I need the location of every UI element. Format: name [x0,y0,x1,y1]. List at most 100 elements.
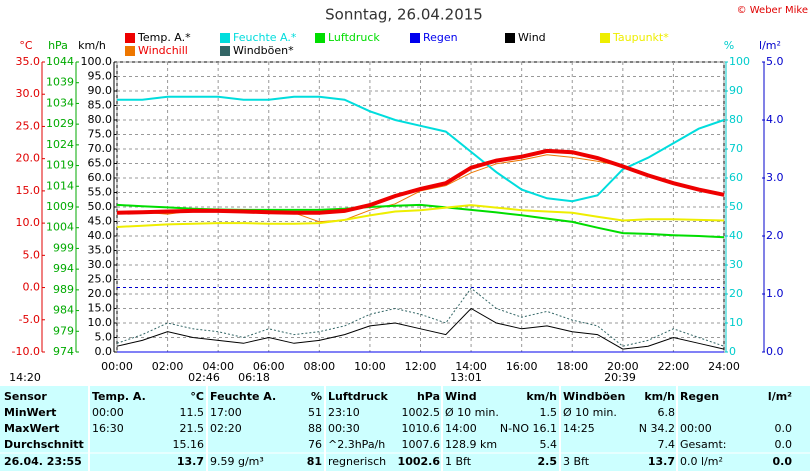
table-cell: 76 [308,438,322,451]
table-cell: 0.0 [775,422,793,435]
table-cell: 1002.6 [398,455,441,468]
x-tick-label: 18:00 [556,360,588,373]
table-cell: 14:00 [445,422,477,435]
y-tick-label: 1009 [46,200,74,213]
x-tick-label: 20:00 [607,360,639,373]
y-tick-label: 1024 [46,138,74,151]
y-tick-label: 80.0 [88,113,113,126]
table-cell: Wind [445,390,477,403]
y-tick-label: 10.0 [88,316,113,329]
y-tick-label: 35.0 [16,55,41,68]
legend-swatch [505,33,515,43]
y-tick-label: 30 [729,258,743,271]
time-marker: 06:18 [238,371,270,384]
y-tick-label: 60.0 [88,171,113,184]
y-tick-label: 3.0 [766,171,784,184]
y-tick-label: 20.0 [88,287,113,300]
table-cell: Regen [680,390,719,403]
y-tick-label: 45.0 [88,215,113,228]
y-tick-label: 0 [729,345,736,358]
legend-swatch [410,33,420,43]
x-tick-label: 22:00 [658,360,690,373]
legend-label: Regen [423,31,458,44]
y-tick-label: 50.0 [88,200,113,213]
y-tick-label: 60 [729,171,743,184]
y-tick-label: 1004 [46,221,74,234]
table-cell: % [311,390,322,403]
time-marker: 14:20 [9,371,41,384]
table-cell: Ø 10 min. [445,406,499,419]
axis-title: % [724,39,734,52]
y-tick-label: 40 [729,229,743,242]
table-cell: 13.7 [177,455,204,468]
legend-swatch [220,33,230,43]
y-tick-label: 1034 [46,96,74,109]
legend-label: Taupunkt* [612,31,669,44]
table-cell: regnerisch [328,455,386,468]
legend-label: Luftdruck [328,31,380,44]
table-background [0,386,810,471]
legend-label: Windböen* [233,44,294,57]
table-cell: 51 [308,406,322,419]
y-tick-label: 0.0 [95,345,113,358]
y-tick-label: 75.0 [88,128,113,141]
y-tick-label: 1029 [46,117,74,130]
y-tick-label: 20 [729,287,743,300]
legend-swatch [315,33,325,43]
y-tick-label: 85.0 [88,99,113,112]
y-tick-label: 20.0 [16,152,41,165]
axis-title: km/h [78,39,106,52]
table-cell: 2.5 [538,455,558,468]
y-tick-label: 1019 [46,159,74,172]
table-cell: 88 [308,422,322,435]
table-cell: 21.5 [180,422,205,435]
table-cell: Durchschnitt [4,438,84,451]
table-cell: 00:00 [92,406,124,419]
table-cell: 0.0 l/m² [680,455,723,468]
y-tick-label: 5.0 [766,55,784,68]
y-tick-label: 100 [729,55,750,68]
table-cell: 7.4 [658,438,676,451]
y-tick-label: 989 [53,283,74,296]
table-cell: Sensor [4,390,47,403]
table-cell: hPa [417,390,440,403]
y-tick-label: 90.0 [88,84,113,97]
x-tick-label: 24:00 [708,360,740,373]
axis-title: hPa [48,39,68,52]
y-tick-label: 5.0 [23,248,41,261]
axis-title: °C [19,39,33,52]
y-tick-label: 10 [729,316,743,329]
table-cell: 00:30 [328,422,360,435]
table-cell: 16:30 [92,422,124,435]
table-cell: 81 [307,455,322,468]
table-cell: 1002.5 [402,406,441,419]
x-tick-label: 00:00 [101,360,133,373]
table-cell: Windböen [563,390,625,403]
y-tick-label: 4.0 [766,113,784,126]
table-cell: 1007.6 [402,438,441,451]
time-marker: 20:39 [604,371,636,384]
y-tick-label: 15.0 [16,184,41,197]
table-cell: 11.5 [180,406,205,419]
table-cell: 26.04. 23:55 [4,455,82,468]
x-tick-label: 08:00 [303,360,335,373]
y-tick-label: 984 [53,304,74,317]
y-tick-label: 979 [53,324,74,337]
y-tick-label: 994 [53,262,74,275]
y-tick-label: 0.0 [766,345,784,358]
table-cell: 5.4 [540,438,558,451]
y-tick-label: 1039 [46,76,74,89]
table-cell: 1 Bft [445,455,472,468]
series-line [116,307,725,350]
x-tick-label: 16:00 [506,360,538,373]
table-cell: MaxWert [4,422,59,435]
y-tick-label: 100.0 [81,55,113,68]
chart-title: Sonntag, 26.04.2015 [325,6,483,24]
legend-swatch [220,46,230,56]
table-cell: 0.0 [773,455,793,468]
table-cell: km/h [526,390,557,403]
series-line [116,204,725,228]
table-cell: 02:20 [210,422,242,435]
y-tick-label: 999 [53,241,74,254]
x-tick-label: 06:00 [253,360,285,373]
